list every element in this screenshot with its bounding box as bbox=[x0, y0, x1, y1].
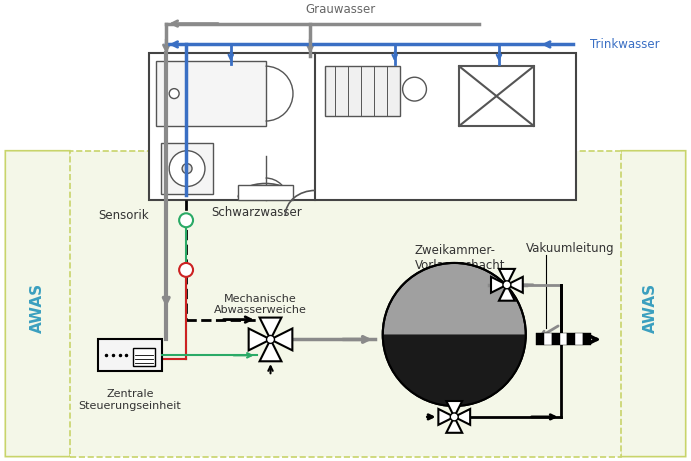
Bar bbox=[149, 53, 576, 201]
Circle shape bbox=[267, 336, 274, 343]
Polygon shape bbox=[446, 417, 462, 433]
Text: Mechanische
Abwasserweiche: Mechanische Abwasserweiche bbox=[214, 294, 307, 315]
Polygon shape bbox=[6, 151, 94, 457]
Text: AWAS: AWAS bbox=[643, 283, 657, 333]
Bar bbox=[544, 333, 551, 345]
Polygon shape bbox=[260, 339, 281, 361]
Polygon shape bbox=[454, 409, 470, 425]
Circle shape bbox=[383, 263, 526, 406]
Circle shape bbox=[503, 281, 511, 289]
Bar bbox=[70, 151, 621, 457]
Text: Schwarzwasser: Schwarzwasser bbox=[211, 206, 302, 219]
Bar bbox=[97, 339, 162, 371]
Polygon shape bbox=[260, 318, 281, 339]
Polygon shape bbox=[249, 329, 270, 350]
Bar bbox=[536, 333, 544, 345]
Bar bbox=[238, 185, 294, 201]
Polygon shape bbox=[491, 277, 507, 293]
Bar bbox=[560, 333, 567, 345]
Circle shape bbox=[403, 77, 426, 101]
Text: Sensorik: Sensorik bbox=[99, 209, 149, 222]
Circle shape bbox=[169, 89, 179, 99]
Circle shape bbox=[179, 213, 193, 227]
Circle shape bbox=[451, 413, 458, 421]
Polygon shape bbox=[597, 151, 685, 457]
Bar bbox=[156, 61, 265, 126]
Bar bbox=[583, 333, 591, 345]
Circle shape bbox=[169, 151, 205, 186]
Bar bbox=[460, 66, 533, 126]
Circle shape bbox=[179, 263, 193, 277]
Bar bbox=[551, 333, 560, 345]
Text: Trinkwasser: Trinkwasser bbox=[590, 38, 660, 51]
Bar bbox=[325, 66, 399, 116]
Bar bbox=[161, 143, 213, 195]
Circle shape bbox=[182, 164, 192, 173]
Bar bbox=[133, 349, 155, 366]
Bar bbox=[576, 333, 583, 345]
Text: Grauwasser: Grauwasser bbox=[305, 3, 375, 16]
Text: Vakuumleitung: Vakuumleitung bbox=[526, 242, 614, 254]
Polygon shape bbox=[446, 401, 462, 417]
Text: Zentrale
Steuerungseinheit: Zentrale Steuerungseinheit bbox=[79, 389, 181, 411]
Text: Zweikammer-
Vorlageschacht: Zweikammer- Vorlageschacht bbox=[415, 244, 505, 272]
Polygon shape bbox=[499, 269, 515, 285]
Polygon shape bbox=[499, 285, 515, 301]
Bar bbox=[567, 333, 576, 345]
Polygon shape bbox=[270, 329, 292, 350]
Polygon shape bbox=[507, 277, 523, 293]
Text: AWAS: AWAS bbox=[30, 283, 45, 333]
Polygon shape bbox=[438, 409, 454, 425]
Polygon shape bbox=[383, 335, 526, 406]
